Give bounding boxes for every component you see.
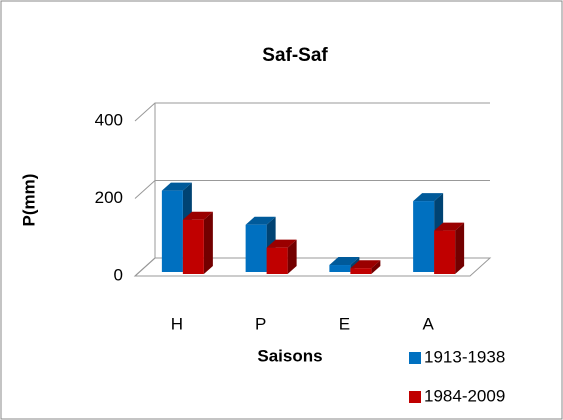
grid-line <box>134 180 490 199</box>
grid-line <box>134 257 490 277</box>
bar-side <box>287 239 297 274</box>
legend-swatch <box>409 352 421 364</box>
x-tick-label: H <box>171 314 183 333</box>
x-tick-label: A <box>422 314 434 333</box>
x-tick-label: E <box>339 314 350 333</box>
grid-line <box>134 102 490 122</box>
x-tick-label: P <box>255 314 266 333</box>
legend-label: 1984-2009 <box>424 386 505 405</box>
x-axis-label: Saisons <box>257 346 322 365</box>
bar-top <box>350 260 381 269</box>
y-tick-label: 400 <box>95 110 123 129</box>
bar-top <box>245 216 276 225</box>
y-tick-label: 200 <box>95 188 123 207</box>
bar-side <box>203 211 213 274</box>
bar <box>434 230 456 274</box>
bar-top <box>434 222 465 231</box>
bar <box>413 201 435 272</box>
y-axis-label: P(mm) <box>19 174 38 227</box>
legend-swatch <box>409 391 421 403</box>
bar <box>161 190 183 272</box>
bar-top <box>266 239 297 248</box>
bar <box>350 268 372 274</box>
bar <box>266 247 288 274</box>
y-tick-label: 0 <box>114 265 123 284</box>
bar-side <box>455 222 465 274</box>
bar <box>329 265 351 272</box>
bar-top <box>413 193 444 202</box>
chart-title: Saf-Saf <box>262 45 328 66</box>
bar-top <box>329 257 360 266</box>
bar-top <box>182 211 213 220</box>
bar <box>245 224 267 272</box>
legend-label: 1913-1938 <box>424 347 505 366</box>
bar-top <box>161 182 192 191</box>
bar-side <box>371 260 381 274</box>
bar <box>182 219 204 274</box>
